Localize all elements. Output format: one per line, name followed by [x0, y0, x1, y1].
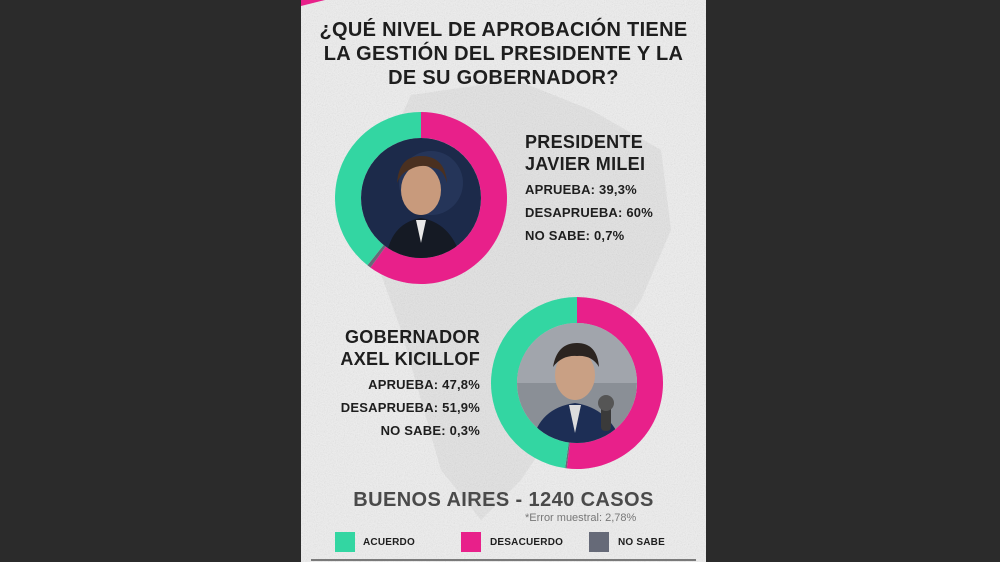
legend-swatch-desacuerdo: [461, 532, 481, 552]
title-line-3: DE SU GOBERNADOR?: [388, 67, 619, 89]
bottom-divider: [311, 559, 696, 561]
president-donut-chart: [335, 112, 507, 284]
governor-role: GOBERNADOR: [344, 327, 480, 347]
president-name: JAVIER MILEI: [525, 154, 646, 174]
legend-label-no-sabe: NO SABE: [618, 537, 665, 548]
governor-nosabe-slice: [565, 442, 570, 469]
corner-accent: [301, 0, 325, 6]
governor-nosabe: NO SABE: 0,3%: [380, 423, 480, 438]
legend-swatch-acuerdo: [335, 532, 355, 552]
president-desaprueba-slice: [370, 112, 507, 284]
governor-donut-chart: [491, 297, 663, 469]
president-photo: [361, 138, 481, 258]
president-aprueba: APRUEBA: 39,3%: [525, 182, 637, 197]
title-line-2: LA GESTIÓN DEL PRESIDENTE Y LA: [323, 43, 684, 65]
infographic-card: ¿QUÉ NIVEL DE APROBACIÓN TIENE LA GESTIÓ…: [301, 0, 706, 562]
governor-aprueba: APRUEBA: 47,8%: [368, 377, 480, 392]
legend-label-acuerdo: ACUERDO: [363, 537, 415, 548]
footer-error-margin: *Error muestral: 2,78%: [525, 512, 637, 524]
governor-desaprueba-slice: [566, 297, 663, 469]
legend-swatch-no-sabe: [589, 532, 609, 552]
footer-title: BUENOS AIRES - 1240 CASOS: [353, 489, 654, 511]
legend-label-desacuerdo: DESACUERDO: [490, 537, 564, 548]
president-nosabe-slice: [367, 244, 386, 268]
president-desaprueba: DESAPRUEBA: 60%: [525, 205, 653, 220]
governor-photo: [517, 323, 637, 443]
president-role: PRESIDENTE: [525, 132, 644, 152]
governor-aprueba-slice: [491, 297, 577, 469]
governor-desaprueba: DESAPRUEBA: 51,9%: [340, 400, 480, 415]
president-aprueba-slice: [335, 112, 421, 266]
governor-name: AXEL KICILLOF: [340, 349, 480, 369]
title-line-1: ¿QUÉ NIVEL DE APROBACIÓN TIENE: [319, 19, 688, 41]
president-nosabe: NO SABE: 0,7%: [525, 228, 625, 243]
